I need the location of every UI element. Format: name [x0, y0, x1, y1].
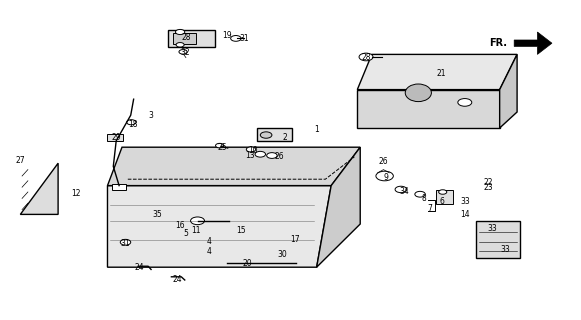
Text: 5: 5	[184, 229, 188, 238]
Text: 10: 10	[248, 146, 257, 155]
Bar	[173, 33, 196, 44]
Text: 16: 16	[175, 221, 185, 230]
Text: 28: 28	[361, 53, 371, 62]
Circle shape	[415, 191, 425, 197]
Polygon shape	[357, 90, 500, 128]
Text: 1: 1	[314, 125, 319, 134]
Text: 17: 17	[290, 236, 300, 244]
Bar	[112, 184, 126, 190]
Text: 23: 23	[483, 183, 493, 192]
Text: 4: 4	[207, 247, 211, 256]
Circle shape	[175, 29, 185, 35]
Circle shape	[176, 43, 184, 47]
Polygon shape	[317, 147, 360, 267]
Text: 19: 19	[222, 31, 231, 40]
Text: 30: 30	[277, 250, 286, 259]
Circle shape	[395, 186, 407, 193]
Circle shape	[216, 143, 224, 148]
Text: 31: 31	[120, 239, 130, 248]
Text: 15: 15	[236, 226, 246, 235]
Text: 14: 14	[460, 210, 469, 219]
Text: 2: 2	[282, 133, 287, 142]
Circle shape	[191, 217, 205, 225]
Text: 25: 25	[218, 143, 227, 152]
Text: 8: 8	[422, 194, 426, 203]
Text: 7: 7	[428, 204, 432, 212]
Text: 18: 18	[128, 120, 137, 129]
Text: 12: 12	[71, 189, 80, 198]
Text: 33: 33	[460, 197, 469, 206]
Text: 11: 11	[191, 226, 200, 235]
Polygon shape	[20, 163, 58, 214]
Polygon shape	[107, 186, 331, 267]
Polygon shape	[514, 32, 552, 54]
Circle shape	[267, 153, 277, 158]
Circle shape	[179, 50, 187, 54]
Text: 31: 31	[239, 34, 249, 43]
Circle shape	[127, 120, 136, 125]
Text: 29: 29	[112, 133, 121, 142]
Text: 9: 9	[384, 173, 389, 182]
Circle shape	[439, 190, 447, 194]
Text: 3: 3	[149, 111, 153, 120]
Circle shape	[260, 132, 272, 138]
Ellipse shape	[406, 84, 431, 102]
Circle shape	[255, 151, 266, 157]
Circle shape	[231, 36, 241, 41]
Text: 24: 24	[135, 263, 144, 272]
Polygon shape	[476, 221, 520, 258]
Text: 13: 13	[245, 151, 254, 160]
Text: 22: 22	[483, 178, 493, 187]
Text: FR.: FR.	[489, 38, 507, 48]
Text: 34: 34	[399, 188, 408, 196]
Text: 21: 21	[437, 69, 446, 78]
Circle shape	[246, 147, 256, 152]
Text: 6: 6	[439, 197, 444, 206]
Bar	[436, 189, 453, 204]
Polygon shape	[357, 54, 517, 90]
Text: 26: 26	[274, 152, 284, 161]
Circle shape	[120, 239, 131, 245]
Text: 26: 26	[379, 157, 388, 166]
Text: 33: 33	[488, 224, 497, 233]
Text: 35: 35	[152, 210, 162, 219]
Polygon shape	[107, 147, 360, 186]
Bar	[257, 128, 292, 141]
Bar	[168, 30, 215, 47]
Text: 24: 24	[173, 275, 182, 284]
Circle shape	[376, 171, 393, 181]
Bar	[107, 134, 123, 141]
Text: 32: 32	[180, 48, 189, 57]
Text: 20: 20	[242, 260, 252, 268]
Circle shape	[359, 53, 373, 61]
Polygon shape	[500, 54, 517, 128]
Text: 27: 27	[16, 156, 25, 164]
Text: 33: 33	[501, 245, 510, 254]
Text: 28: 28	[181, 33, 191, 42]
Circle shape	[458, 99, 472, 106]
Text: 4: 4	[207, 237, 211, 246]
